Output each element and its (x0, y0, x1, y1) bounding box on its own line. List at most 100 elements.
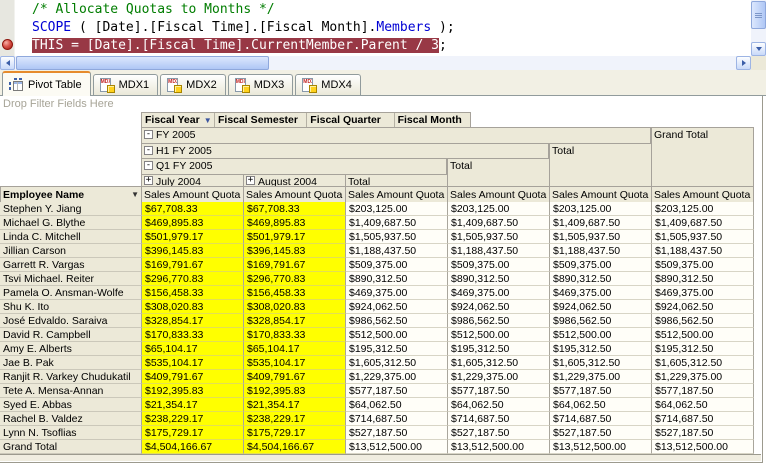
value-cell[interactable]: $1,409,687.50 (652, 216, 754, 230)
vertical-scrollbar[interactable] (751, 0, 766, 56)
value-cell[interactable]: $469,375.00 (550, 286, 652, 300)
value-cell[interactable]: $169,791.67 (244, 258, 346, 272)
value-cell[interactable]: $1,605,312.50 (448, 356, 550, 370)
measure-header[interactable]: Sales Amount Quota (141, 186, 244, 203)
value-cell[interactable]: $1,409,687.50 (448, 216, 550, 230)
value-cell[interactable]: $192,395.83 (142, 384, 244, 398)
value-cell[interactable]: $509,375.00 (448, 258, 550, 272)
row-label[interactable]: Garrett R. Vargas (0, 258, 142, 272)
value-cell[interactable]: $238,229.17 (142, 412, 244, 426)
scroll-down-button[interactable] (751, 42, 766, 56)
value-cell[interactable]: $175,729.17 (244, 426, 346, 440)
value-cell[interactable]: $577,187.50 (652, 384, 754, 398)
measure-header[interactable]: Sales Amount Quota (651, 186, 754, 203)
value-cell[interactable]: $924,062.50 (448, 300, 550, 314)
value-cell[interactable]: $1,409,687.50 (346, 216, 448, 230)
value-cell[interactable]: $203,125.00 (346, 202, 448, 216)
horizontal-scrollbar-thumb[interactable] (16, 56, 269, 70)
measure-header[interactable]: Sales Amount Quota (549, 186, 652, 203)
expand-icon[interactable]: + (246, 175, 255, 185)
value-cell[interactable]: $238,229.17 (244, 412, 346, 426)
value-cell[interactable]: $1,229,375.00 (346, 370, 448, 384)
code-line[interactable]: THIS = [Date].[Fiscal Time].CurrentMembe… (15, 37, 751, 55)
filter-dropdown-icon[interactable]: ▼ (131, 190, 139, 199)
field-fiscal-month[interactable]: Fiscal Month (395, 113, 470, 127)
value-cell[interactable]: $409,791.67 (244, 370, 346, 384)
value-cell[interactable]: $296,770.83 (142, 272, 244, 286)
value-cell[interactable]: $328,854.17 (142, 314, 244, 328)
value-cell[interactable]: $527,187.50 (550, 426, 652, 440)
member-q1-fy-2005[interactable]: - Q1 FY 2005 (141, 158, 447, 175)
mdx-script-editor[interactable]: /* Allocate Quotas to Months */ SCOPE ( [… (0, 0, 766, 70)
field-fiscal-year[interactable]: Fiscal Year ▼ (142, 113, 215, 127)
value-cell[interactable]: $714,687.50 (346, 412, 448, 426)
value-cell[interactable]: $1,505,937.50 (346, 230, 448, 244)
value-cell[interactable]: $512,500.00 (448, 328, 550, 342)
row-label[interactable]: Michael G. Blythe (0, 216, 142, 230)
row-label[interactable]: Lynn N. Tsoflias (0, 426, 142, 440)
value-cell[interactable]: $509,375.00 (550, 258, 652, 272)
value-cell[interactable]: $924,062.50 (346, 300, 448, 314)
value-cell[interactable]: $156,458.33 (244, 286, 346, 300)
row-label[interactable]: Jillian Carson (0, 244, 142, 258)
value-cell[interactable]: $924,062.50 (550, 300, 652, 314)
value-cell[interactable]: $1,505,937.50 (448, 230, 550, 244)
row-field-employee-name[interactable]: Employee Name ▼ (0, 186, 142, 203)
value-cell[interactable]: $64,062.50 (652, 398, 754, 412)
field-fiscal-quarter[interactable]: Fiscal Quarter (307, 113, 395, 127)
value-cell[interactable]: $192,395.83 (244, 384, 346, 398)
collapse-icon[interactable]: - (144, 145, 153, 155)
value-cell[interactable]: $986,562.50 (346, 314, 448, 328)
value-cell[interactable]: $890,312.50 (346, 272, 448, 286)
value-cell[interactable]: $714,687.50 (448, 412, 550, 426)
value-cell[interactable]: $67,708.33 (142, 202, 244, 216)
value-cell[interactable]: $4,504,166.67 (142, 440, 244, 454)
value-cell[interactable]: $469,895.83 (244, 216, 346, 230)
value-cell[interactable]: $170,833.33 (244, 328, 346, 342)
value-cell[interactable]: $512,500.00 (652, 328, 754, 342)
value-cell[interactable]: $527,187.50 (652, 426, 754, 440)
value-cell[interactable]: $1,188,437.50 (448, 244, 550, 258)
value-cell[interactable]: $328,854.17 (244, 314, 346, 328)
value-cell[interactable]: $1,188,437.50 (652, 244, 754, 258)
value-cell[interactable]: $501,979.17 (142, 230, 244, 244)
value-cell[interactable]: $986,562.50 (550, 314, 652, 328)
value-cell[interactable]: $156,458.33 (142, 286, 244, 300)
value-cell[interactable]: $67,708.33 (244, 202, 346, 216)
value-cell[interactable]: $203,125.00 (550, 202, 652, 216)
row-label[interactable]: Grand Total (0, 440, 142, 454)
value-cell[interactable]: $21,354.17 (244, 398, 346, 412)
value-cell[interactable]: $535,104.17 (142, 356, 244, 370)
code-line[interactable]: SCOPE ( [Date].[Fiscal Time].[Fiscal Mon… (15, 19, 751, 37)
value-cell[interactable]: $396,145.83 (142, 244, 244, 258)
value-cell[interactable]: $65,104.17 (142, 342, 244, 356)
collapse-icon[interactable]: - (144, 160, 153, 170)
value-cell[interactable]: $21,354.17 (142, 398, 244, 412)
row-label[interactable]: Syed E. Abbas (0, 398, 142, 412)
breakpoint-icon[interactable] (2, 39, 13, 50)
value-cell[interactable]: $1,605,312.50 (346, 356, 448, 370)
row-label[interactable]: Tsvi Michael. Reiter (0, 272, 142, 286)
value-cell[interactable]: $577,187.50 (550, 384, 652, 398)
scroll-left-button[interactable] (0, 56, 15, 70)
row-label[interactable]: Rachel B. Valdez (0, 412, 142, 426)
value-cell[interactable]: $501,979.17 (244, 230, 346, 244)
value-cell[interactable]: $203,125.00 (448, 202, 550, 216)
measure-header[interactable]: Sales Amount Quota (447, 186, 550, 203)
member-h1-fy-2005[interactable]: - H1 FY 2005 (141, 143, 549, 159)
value-cell[interactable]: $64,062.50 (448, 398, 550, 412)
value-cell[interactable]: $409,791.67 (142, 370, 244, 384)
tab-mdx3[interactable]: MDX MDX3 (227, 74, 294, 95)
value-cell[interactable]: $1,229,375.00 (550, 370, 652, 384)
value-cell[interactable]: $169,791.67 (142, 258, 244, 272)
value-cell[interactable]: $1,505,937.50 (550, 230, 652, 244)
value-cell[interactable]: $512,500.00 (550, 328, 652, 342)
value-cell[interactable]: $527,187.50 (346, 426, 448, 440)
value-cell[interactable]: $203,125.00 (652, 202, 754, 216)
tab-mdx1[interactable]: MDX MDX1 (92, 74, 159, 95)
row-label[interactable]: David R. Campbell (0, 328, 142, 342)
drop-filter-zone[interactable]: Drop Filter Fields Here (0, 96, 760, 112)
scroll-right-button[interactable] (736, 56, 751, 70)
value-cell[interactable]: $1,229,375.00 (652, 370, 754, 384)
value-cell[interactable]: $175,729.17 (142, 426, 244, 440)
